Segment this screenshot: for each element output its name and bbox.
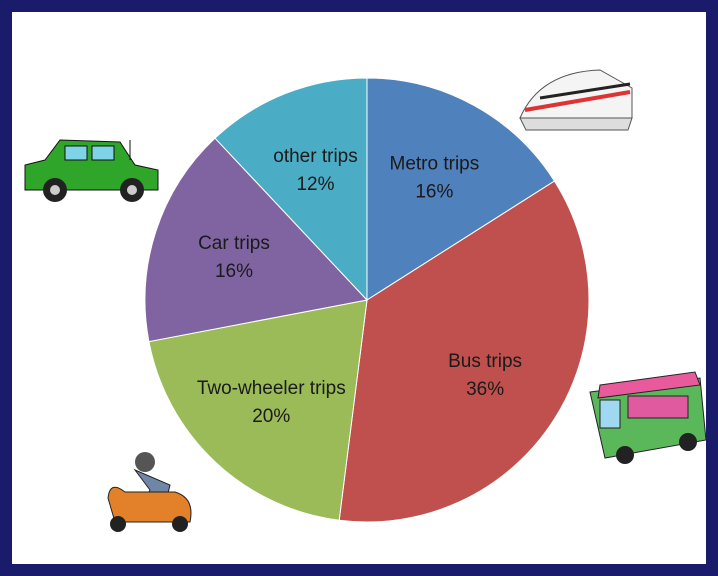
slice-value: 20% (252, 406, 290, 427)
slice-value: 16% (415, 181, 453, 202)
pie-slice (338, 180, 590, 523)
slice-value: 12% (296, 174, 334, 195)
slice-label: Bus trips (448, 351, 522, 372)
slice-label: Two-wheeler trips (197, 378, 346, 399)
slice-value: 16% (215, 261, 253, 282)
pie-slice (214, 77, 368, 302)
scooter-icon (107, 452, 192, 532)
pie: Metro trips 16% Bus trips 36% Two-wheeler tr… (144, 77, 590, 523)
slice-label: other trips (273, 146, 357, 167)
car-icon (24, 139, 159, 202)
pie-slice (366, 77, 556, 301)
pie-slice (144, 137, 368, 343)
slice-value: 36% (466, 379, 504, 400)
slice-label: Metro trips (390, 153, 480, 174)
bus-icon (589, 371, 707, 464)
slice-label: Car trips (198, 233, 270, 254)
train-icon (519, 69, 633, 131)
pie-slice (148, 299, 368, 521)
